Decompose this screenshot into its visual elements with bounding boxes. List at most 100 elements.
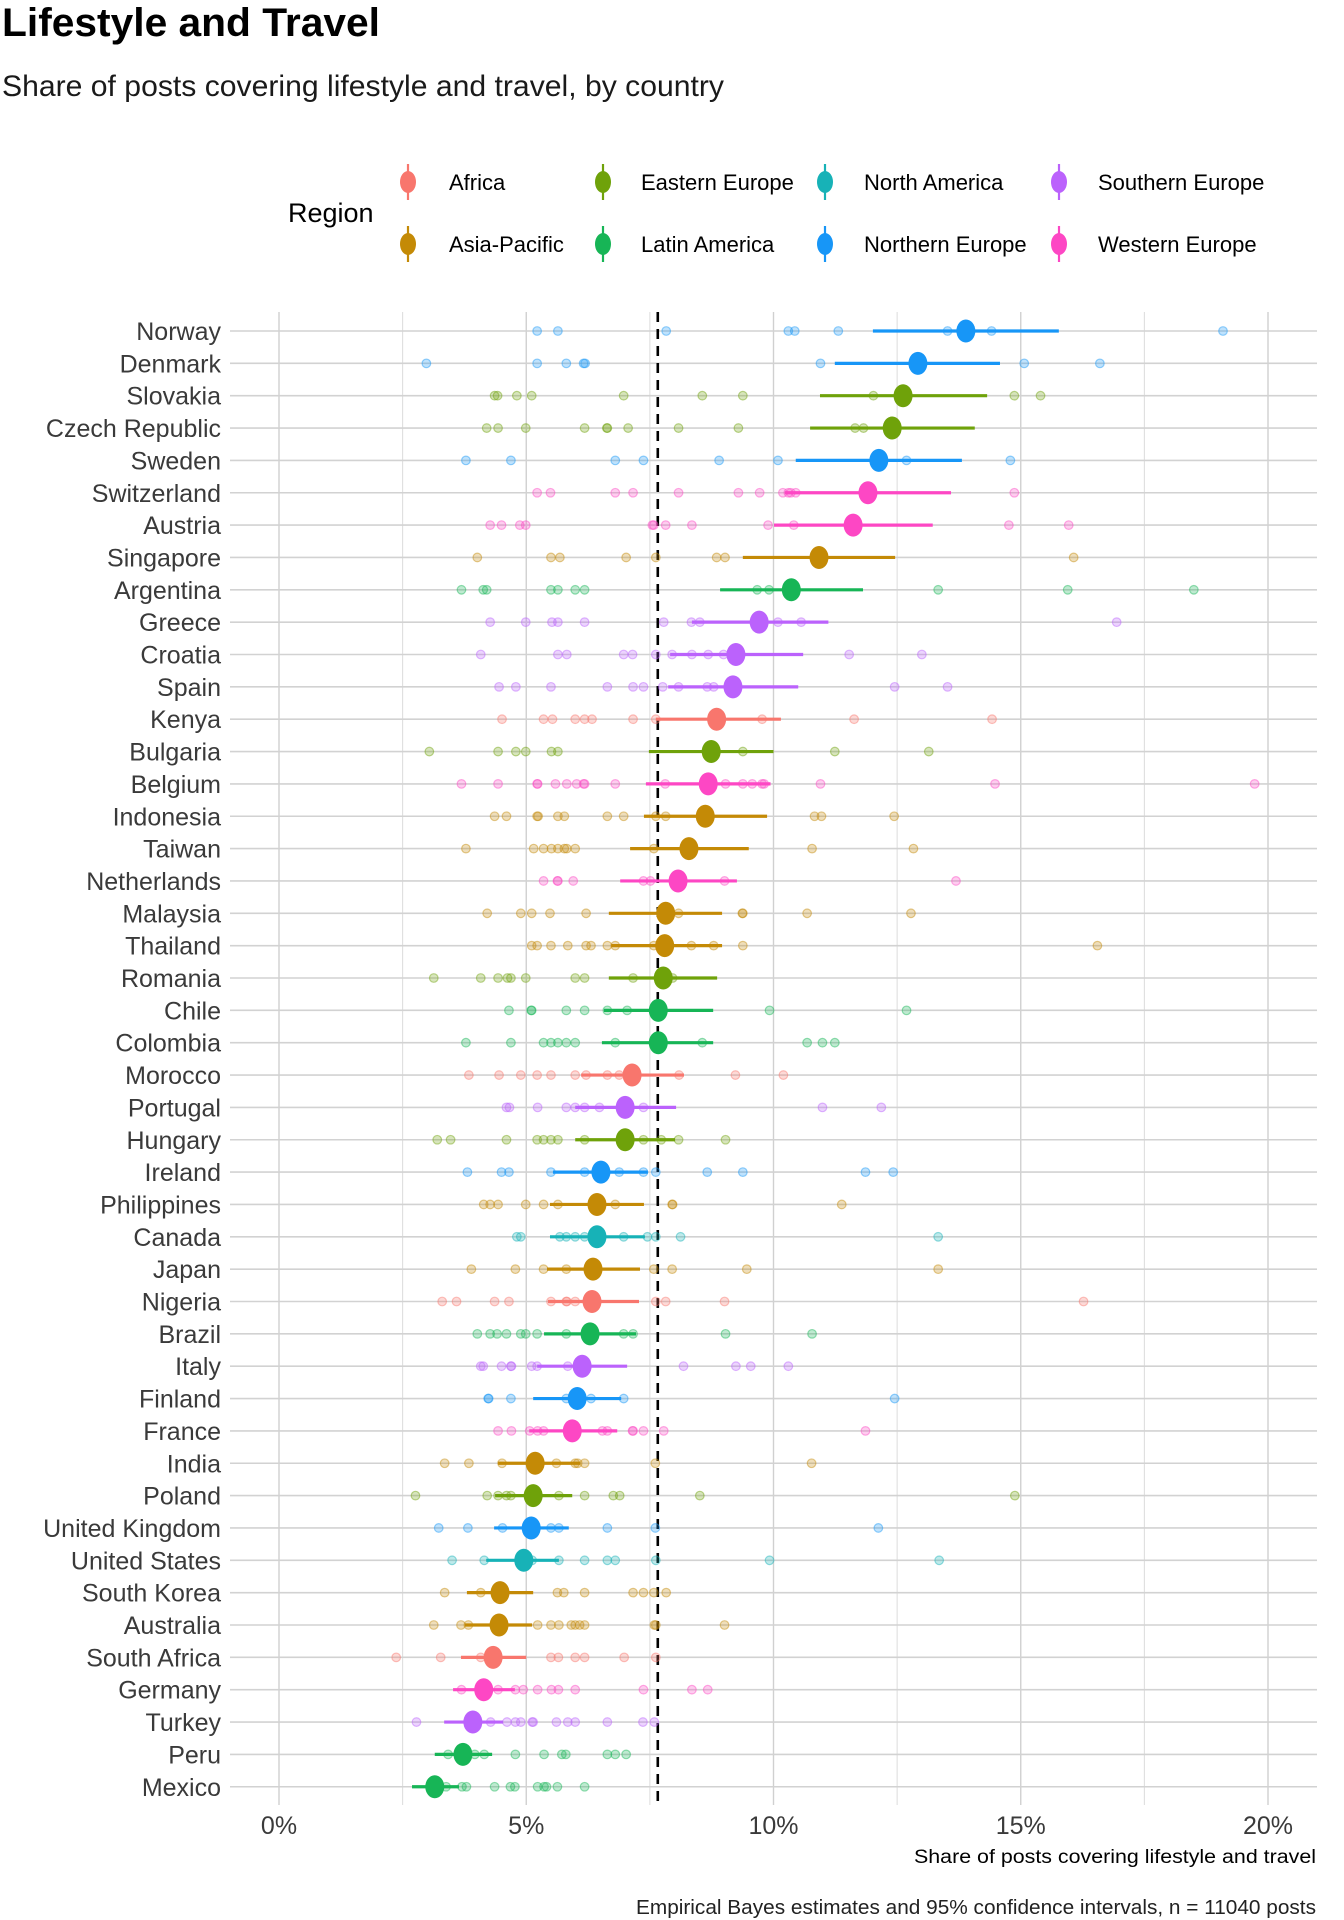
country-row: Sweden bbox=[131, 447, 1016, 475]
raw-point bbox=[445, 1134, 456, 1145]
country-row: India bbox=[167, 1450, 817, 1478]
raw-point bbox=[485, 1328, 496, 1339]
raw-point bbox=[697, 390, 708, 401]
raw-point bbox=[561, 649, 572, 660]
raw-point bbox=[610, 455, 621, 466]
x-axis-title: Share of posts covering lifestyle and tr… bbox=[914, 1847, 1316, 1868]
raw-point bbox=[561, 1037, 572, 1048]
raw-point bbox=[579, 1781, 590, 1792]
legend-item: Western Europe bbox=[1051, 226, 1257, 262]
estimate-point bbox=[489, 1613, 509, 1637]
raw-point bbox=[538, 714, 549, 725]
country-row: Slovakia bbox=[127, 383, 1046, 411]
raw-point bbox=[532, 940, 543, 951]
country-label: Thailand bbox=[125, 933, 221, 961]
raw-point bbox=[647, 520, 658, 530]
legend-item: North America bbox=[817, 164, 1004, 200]
raw-point bbox=[889, 1393, 900, 1404]
country-row: Spain bbox=[157, 674, 953, 702]
raw-point bbox=[552, 649, 563, 660]
country-label: Taiwan bbox=[143, 836, 221, 864]
country-row: Belgium bbox=[131, 771, 1260, 799]
country-label: Bulgaria bbox=[129, 739, 221, 767]
raw-point bbox=[526, 390, 537, 401]
country-row: Thailand bbox=[125, 933, 1103, 961]
raw-point bbox=[447, 1555, 457, 1566]
raw-point bbox=[552, 1781, 563, 1792]
raw-point bbox=[650, 1652, 661, 1663]
raw-point bbox=[889, 681, 900, 692]
caption: Empirical Bayes estimates and 95% confid… bbox=[636, 1897, 1316, 1919]
country-row: Finland bbox=[139, 1386, 900, 1414]
raw-point bbox=[526, 908, 537, 919]
raw-point bbox=[520, 973, 531, 983]
estimate-point bbox=[648, 998, 668, 1022]
raw-point bbox=[570, 1684, 581, 1695]
raw-point bbox=[539, 1749, 549, 1760]
legend-title: Region bbox=[288, 198, 374, 228]
raw-point bbox=[570, 843, 581, 854]
raw-point bbox=[733, 423, 744, 433]
raw-point bbox=[675, 1231, 686, 1242]
raw-point bbox=[610, 487, 621, 498]
raw-point bbox=[461, 1037, 471, 1048]
raw-point bbox=[619, 1652, 630, 1663]
raw-point bbox=[1094, 358, 1105, 369]
raw-point bbox=[494, 681, 504, 692]
legend-key-dot bbox=[400, 171, 416, 193]
raw-point bbox=[411, 1717, 422, 1727]
raw-point bbox=[638, 1684, 649, 1695]
raw-point bbox=[506, 1425, 517, 1436]
estimate-point bbox=[483, 1645, 503, 1669]
raw-point bbox=[628, 1425, 638, 1436]
raw-point bbox=[538, 843, 549, 854]
country-label: Singapore bbox=[107, 544, 221, 572]
raw-point bbox=[561, 1005, 572, 1016]
country-row: Greece bbox=[139, 609, 1122, 637]
estimate-point bbox=[580, 1322, 600, 1346]
raw-point bbox=[783, 326, 794, 336]
raw-point bbox=[610, 1555, 621, 1566]
raw-point bbox=[501, 1134, 512, 1145]
raw-point bbox=[538, 1037, 549, 1048]
raw-point bbox=[532, 1070, 543, 1080]
raw-point bbox=[581, 940, 591, 951]
raw-point bbox=[489, 390, 500, 401]
raw-point bbox=[510, 1264, 521, 1275]
country-row: Mexico bbox=[142, 1774, 590, 1802]
estimate-point bbox=[809, 545, 829, 569]
raw-point bbox=[551, 1717, 562, 1727]
raw-point bbox=[556, 1749, 567, 1760]
legend-label: North America bbox=[864, 170, 1004, 195]
raw-point bbox=[475, 649, 486, 660]
estimate-point bbox=[514, 1548, 534, 1572]
raw-point bbox=[552, 584, 563, 595]
raw-point bbox=[532, 779, 543, 789]
raw-point bbox=[475, 973, 486, 983]
raw-point bbox=[561, 843, 572, 854]
raw-point bbox=[518, 1684, 529, 1695]
raw-point bbox=[492, 1328, 502, 1339]
estimate-point bbox=[622, 1063, 642, 1087]
legend-key-dot bbox=[595, 233, 611, 255]
raw-point bbox=[628, 1587, 638, 1598]
country-label: Morocco bbox=[125, 1062, 221, 1090]
estimate-point bbox=[726, 643, 746, 666]
raw-point bbox=[579, 1555, 590, 1566]
raw-point bbox=[515, 1717, 526, 1727]
raw-point bbox=[552, 843, 563, 854]
raw-point bbox=[504, 1102, 515, 1113]
estimate-point bbox=[648, 1031, 668, 1055]
raw-point bbox=[515, 1070, 526, 1080]
raw-point bbox=[650, 649, 661, 660]
raw-point bbox=[504, 1167, 514, 1177]
estimate-point bbox=[567, 1387, 587, 1411]
raw-point bbox=[1068, 552, 1079, 563]
country-label: United States bbox=[71, 1547, 221, 1575]
legend-key-dot bbox=[1051, 171, 1067, 193]
raw-point bbox=[621, 1749, 632, 1760]
raw-point bbox=[618, 390, 629, 401]
raw-point bbox=[528, 843, 539, 854]
raw-point bbox=[532, 1134, 543, 1145]
country-row: Ireland bbox=[145, 1159, 899, 1187]
